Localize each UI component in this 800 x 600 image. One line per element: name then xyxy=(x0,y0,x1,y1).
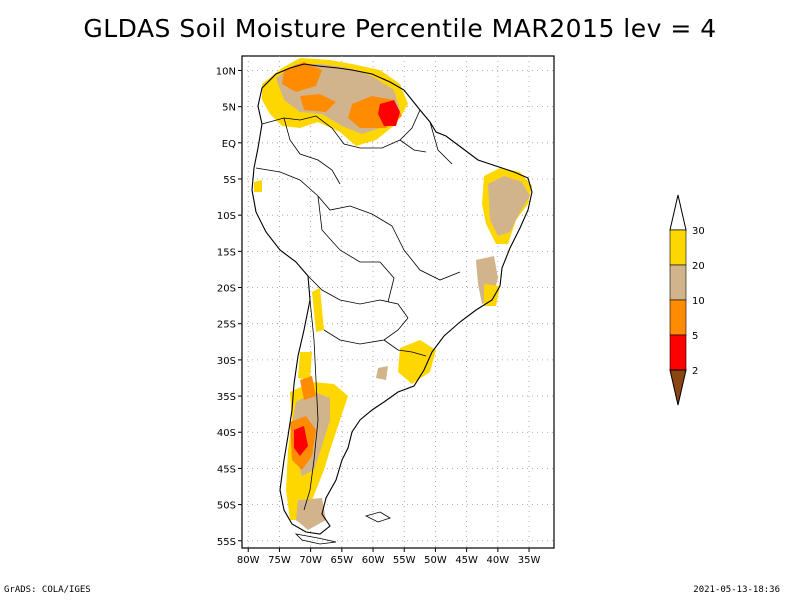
patch-north-orange-3 xyxy=(300,94,336,112)
lat-label: 25S xyxy=(217,320,236,331)
colorbar-segment xyxy=(669,299,687,336)
footer-timestamp: 2021-05-13-18:36 xyxy=(693,585,780,595)
patch-chile-mid-orange xyxy=(300,376,316,400)
lon-label: 65W xyxy=(331,555,354,566)
lat-label: 40S xyxy=(217,428,236,439)
lat-label: 30S xyxy=(217,356,236,367)
lat-label: 55S xyxy=(217,537,236,548)
patch-south-red xyxy=(294,426,308,456)
lat-label: 5S xyxy=(223,175,236,186)
patch-uruguay-tan xyxy=(376,366,388,380)
colorbar-segment xyxy=(669,264,687,301)
lon-label: 40W xyxy=(487,555,510,566)
axis-labels: 80W 75W 70W 65W 60W 55W 50W 45W 40W 35W 10N 5N EQ 5S 1… xyxy=(216,66,541,566)
lat-label: EQ xyxy=(222,139,236,150)
lat-label: 10N xyxy=(216,66,236,77)
colorbar-label: 30 xyxy=(692,226,705,237)
patch-patagonia-tan xyxy=(296,498,326,530)
map-title: GLDAS Soil Moisture Percentile MAR2015 l… xyxy=(83,14,717,43)
lat-label: 15S xyxy=(217,247,236,258)
lat-label: 50S xyxy=(217,501,236,512)
patch-small-west xyxy=(254,180,262,192)
lon-label: 45W xyxy=(455,555,478,566)
islands xyxy=(294,511,391,545)
colorbar-segment xyxy=(669,334,687,371)
lat-label: 10S xyxy=(217,211,236,222)
lat-label: 5N xyxy=(222,103,236,114)
colorbar-segment xyxy=(669,229,687,266)
colorbar-bottom-arrow xyxy=(669,369,687,406)
lon-label: 75W xyxy=(268,555,291,566)
patch-east-yellow xyxy=(484,284,500,306)
colorbar-label: 2 xyxy=(692,366,698,377)
colorbar-top-arrow xyxy=(669,194,687,231)
lon-label: 70W xyxy=(299,555,322,566)
lat-label: 20S xyxy=(217,284,236,295)
patch-ne-tan xyxy=(488,176,530,236)
grid-lines xyxy=(242,56,554,548)
lon-label: 55W xyxy=(393,555,416,566)
patch-north-orange-1 xyxy=(282,62,322,92)
patch-andes-yellow-1 xyxy=(312,288,324,332)
colorbar: 30 20 10 5 2 xyxy=(669,194,705,406)
lat-label: 35S xyxy=(217,392,236,403)
lat-label: 45S xyxy=(217,464,236,475)
lon-label: 35W xyxy=(518,555,541,566)
soil-moisture-patches xyxy=(254,58,532,530)
colorbar-label: 20 xyxy=(692,261,705,272)
lon-label: 60W xyxy=(362,555,385,566)
patch-north-red xyxy=(378,100,400,126)
colorbar-label: 5 xyxy=(692,331,698,342)
patch-andes-yellow-2 xyxy=(298,352,312,380)
lon-label: 50W xyxy=(424,555,447,566)
colorbar-label: 10 xyxy=(692,296,705,307)
lon-label: 80W xyxy=(237,555,260,566)
country-boundaries xyxy=(255,109,461,511)
footer-credit: GrADS: COLA/IGES xyxy=(4,585,91,595)
